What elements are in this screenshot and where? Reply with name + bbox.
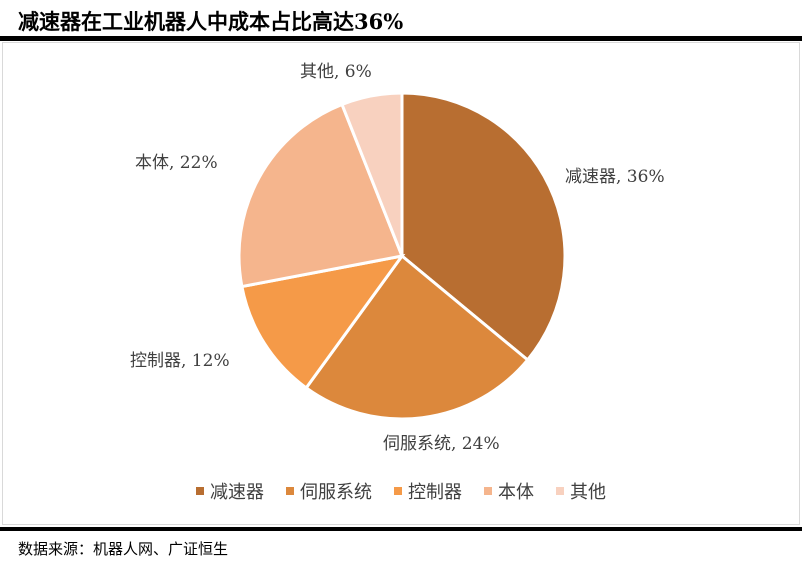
pie-slice-3 <box>240 253 406 390</box>
data-label: 其他, 6% <box>300 62 372 82</box>
legend: 减速器 伺服系统 控制器 本体 其他 <box>0 478 802 504</box>
legend-label: 伺服系统 <box>300 482 372 503</box>
legend-swatch <box>286 487 294 495</box>
legend-label: 本体 <box>498 482 534 503</box>
legend-swatch <box>196 487 204 495</box>
legend-swatch <box>556 487 564 495</box>
legend-item: 减速器 <box>196 478 264 504</box>
legend-item: 本体 <box>484 478 534 504</box>
page-title: 减速器在工业机器人中成本占比高达36% <box>18 9 404 34</box>
title-divider <box>0 36 802 41</box>
data-label: 伺服系统, 24% <box>383 434 500 454</box>
footer-divider <box>0 527 802 531</box>
pie-slice-2 <box>304 253 530 421</box>
pie-slice-4 <box>237 102 405 289</box>
legend-item: 控制器 <box>394 478 462 504</box>
pie-slice-5 <box>340 91 404 257</box>
legend-label: 控制器 <box>408 482 462 503</box>
legend-swatch <box>484 487 492 495</box>
legend-swatch <box>394 487 402 495</box>
chart-frame <box>2 42 800 525</box>
data-label: 减速器, 36% <box>565 167 665 187</box>
legend-label: 其他 <box>570 482 606 503</box>
source-note: 数据来源：机器人网、广证恒生 <box>18 540 229 558</box>
legend-item: 其他 <box>556 478 606 504</box>
pie-slice-1 <box>400 91 567 363</box>
data-label: 本体, 22% <box>135 153 218 173</box>
data-label: 控制器, 12% <box>130 351 230 371</box>
legend-item: 伺服系统 <box>286 478 372 504</box>
legend-label: 减速器 <box>210 482 264 503</box>
